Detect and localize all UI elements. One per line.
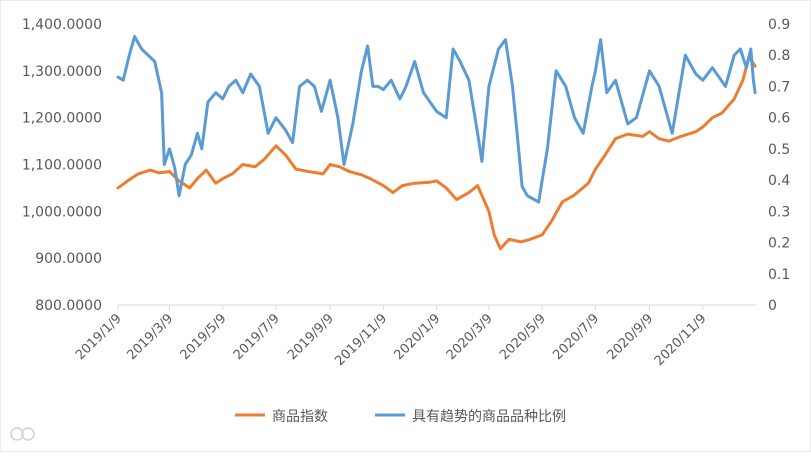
y-right-tick-label: 0.3 <box>768 204 790 220</box>
y-right-tick-label: 0.5 <box>768 142 790 158</box>
y-left-tick-label: 1,300.0000 <box>22 64 102 80</box>
y-right-tick-label: 0.9 <box>768 17 790 33</box>
legend: 商品指数 具有趋势的商品品种比例 <box>235 409 566 425</box>
watermark-logo-icon <box>10 427 24 441</box>
y-right-tick-label: 0.4 <box>768 173 790 189</box>
legend-label-trend-ratio: 具有趋势的商品品种比例 <box>412 409 566 425</box>
y-right-tick-label: 0.7 <box>768 79 790 95</box>
y-left-tick-label: 800.0000 <box>35 298 102 314</box>
y-left-tick-label: 1,000.0000 <box>22 204 102 220</box>
series-line-commodity-index <box>116 55 757 251</box>
y-left-tick-label: 1,100.0000 <box>22 158 102 174</box>
y-right-tick-label: 0.6 <box>768 111 790 127</box>
watermark-logo-icon-2 <box>21 427 35 441</box>
y-left-tick-label: 1,200.0000 <box>22 111 102 127</box>
y-right-tick-label: 0.2 <box>768 236 790 252</box>
y-left-tick-label: 1,400.0000 <box>22 17 102 33</box>
series-lines <box>116 35 757 251</box>
y-right-tick-label: 0.8 <box>768 48 790 64</box>
y-right-axis: 0 0.1 0.2 0.3 0.4 0.5 0.6 0.7 0.8 0.9 <box>768 17 790 314</box>
y-right-tick-label: 0.1 <box>768 267 790 283</box>
watermark <box>10 427 35 441</box>
legend-label-commodity-index: 商品指数 <box>272 409 328 425</box>
y-left-tick-label: 900.0000 <box>35 251 102 267</box>
y-left-axis: 800.0000 900.0000 1,000.0000 1,100.0000 1,20… <box>22 17 102 314</box>
series-line-trend-ratio <box>116 35 757 204</box>
y-right-tick-label: 0 <box>768 298 777 314</box>
